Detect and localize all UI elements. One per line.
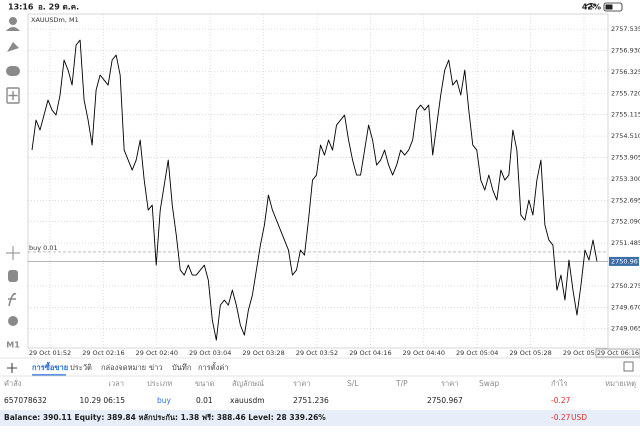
new-order-icon[interactable] <box>6 87 20 104</box>
cell: 2751.236 <box>293 396 329 405</box>
y-tick-label: 2749.670 <box>611 303 640 311</box>
cell: 10.29 06:15 <box>80 396 126 405</box>
objects-icon[interactable] <box>8 316 18 326</box>
column-header: ราคา <box>441 379 458 388</box>
x-tick-label: 29 Oct 03:52 <box>296 349 338 357</box>
chart-title: XAUUSDm, M1 <box>31 16 79 24</box>
y-tick-label: 2755.720 <box>611 89 640 97</box>
column-header: คำสั่ง <box>4 378 22 388</box>
y-tick-label: 2751.485 <box>611 239 640 247</box>
y-tick-label: 2749.065 <box>611 325 640 333</box>
battery-icon <box>603 2 623 12</box>
positions-table: คำสั่ง เวลา ประเภท ขนาด สัญลักษณ์ ราคา S/L T/P ร… <box>4 378 636 405</box>
y-tick-label: 2750.275 <box>611 282 640 290</box>
panel-icon[interactable] <box>623 361 634 372</box>
y-tick-label: 2756.325 <box>611 68 640 76</box>
x-tick-label: 29 Oct 02:16 <box>82 349 124 357</box>
tab[interactable]: กล่องจดหมาย <box>101 363 146 372</box>
x-tick-label: 29 Oct 04:40 <box>403 349 445 357</box>
function-icon[interactable] <box>8 292 17 307</box>
y-tick-label: 2752.090 <box>611 218 640 226</box>
column-header: ขนาด <box>195 379 214 388</box>
cell: buy <box>157 396 172 405</box>
x-tick-label: 29 Oct 03:28 <box>242 349 284 357</box>
plot: 2757.535 2756.930 2756.325 2755.720 2755.115… <box>28 14 640 358</box>
indicator-icon[interactable] <box>8 270 18 282</box>
column-header: กำไร <box>551 379 568 388</box>
column-header: T/P <box>395 379 408 388</box>
timeframe[interactable]: M1 <box>6 341 20 350</box>
total-profit: -0.27 <box>551 413 571 422</box>
y-tick-label: 2752.695 <box>611 196 640 204</box>
account-icon[interactable] <box>9 17 17 25</box>
tabs: การซื้อขาย ประวัติ กล่องจดหมาย ข่าว บันทึก กา… <box>32 361 229 376</box>
bid-label: 2750.967 <box>611 257 640 265</box>
add-icon[interactable] <box>7 363 17 373</box>
plot-frame <box>27 13 609 349</box>
cell[interactable]: 657078632 <box>4 396 47 405</box>
column-header: Swap <box>479 379 499 388</box>
last-time-box <box>595 348 640 358</box>
tab[interactable]: ประวัติ <box>70 363 92 372</box>
cell: -0.27 <box>551 396 571 405</box>
column-header: เวลา <box>108 379 124 388</box>
tab[interactable]: การตั้งค่า <box>198 362 229 372</box>
toolbar: M1 <box>6 17 20 350</box>
cell: 0.01 <box>196 396 213 405</box>
y-tick-label: 2756.930 <box>611 46 640 54</box>
status-date: อ. 29 ต.ค. <box>38 3 79 12</box>
column-header: สัญลักษณ์ <box>232 379 264 388</box>
trade-icon[interactable] <box>7 42 19 52</box>
status-time: 13:16 <box>8 3 34 12</box>
y-tick-label: 2755.115 <box>611 111 640 119</box>
currency: USD <box>571 413 587 422</box>
y-tick-label: 2754.510 <box>611 132 640 140</box>
order-label: buy 0.01 <box>29 244 58 252</box>
battery-level <box>605 4 613 10</box>
account-icon-body <box>6 27 20 31</box>
cell: 2750.967 <box>427 396 463 405</box>
chat-icon[interactable] <box>6 66 20 76</box>
x-tick-label: 29 Oct 02:40 <box>136 349 178 357</box>
last-time: 29 Oct 06:16 <box>597 349 639 357</box>
price-line <box>31 39 598 341</box>
x-tick-label: 29 Oct 05:52 <box>563 349 605 357</box>
tab[interactable]: บันทึก <box>172 363 191 372</box>
y-tick-label: 2757.535 <box>611 25 640 33</box>
bid-box <box>609 256 639 266</box>
y-tick-label: 2753.905 <box>611 153 640 161</box>
y-tick-label: 2753.300 <box>611 175 640 183</box>
x-tick-label: 29 Oct 04:16 <box>349 349 391 357</box>
new-order-plus <box>8 91 18 100</box>
account-summary: Balance: 390.11 Equity: 389.84 หลักประกั… <box>4 413 326 422</box>
column-header: หมายเหตุ <box>605 379 636 388</box>
x-tick-label: 29 Oct 05:28 <box>509 349 551 357</box>
column-header: ราคา <box>293 379 310 388</box>
column-header: S/L <box>347 379 359 388</box>
wifi-icon <box>585 3 597 9</box>
crosshair-icon[interactable] <box>6 246 20 260</box>
x-tick-label: 29 Oct 03:04 <box>189 349 231 357</box>
tab[interactable]: การซื้อขาย <box>32 361 68 372</box>
tab[interactable]: ข่าว <box>149 363 163 372</box>
column-header: ประเภท <box>147 379 172 388</box>
x-tick-label: 29 Oct 01:52 <box>29 349 71 357</box>
cell: xauusdm <box>230 396 265 405</box>
x-tick-label: 29 Oct 05:04 <box>456 349 498 357</box>
footer-bg <box>0 410 640 426</box>
